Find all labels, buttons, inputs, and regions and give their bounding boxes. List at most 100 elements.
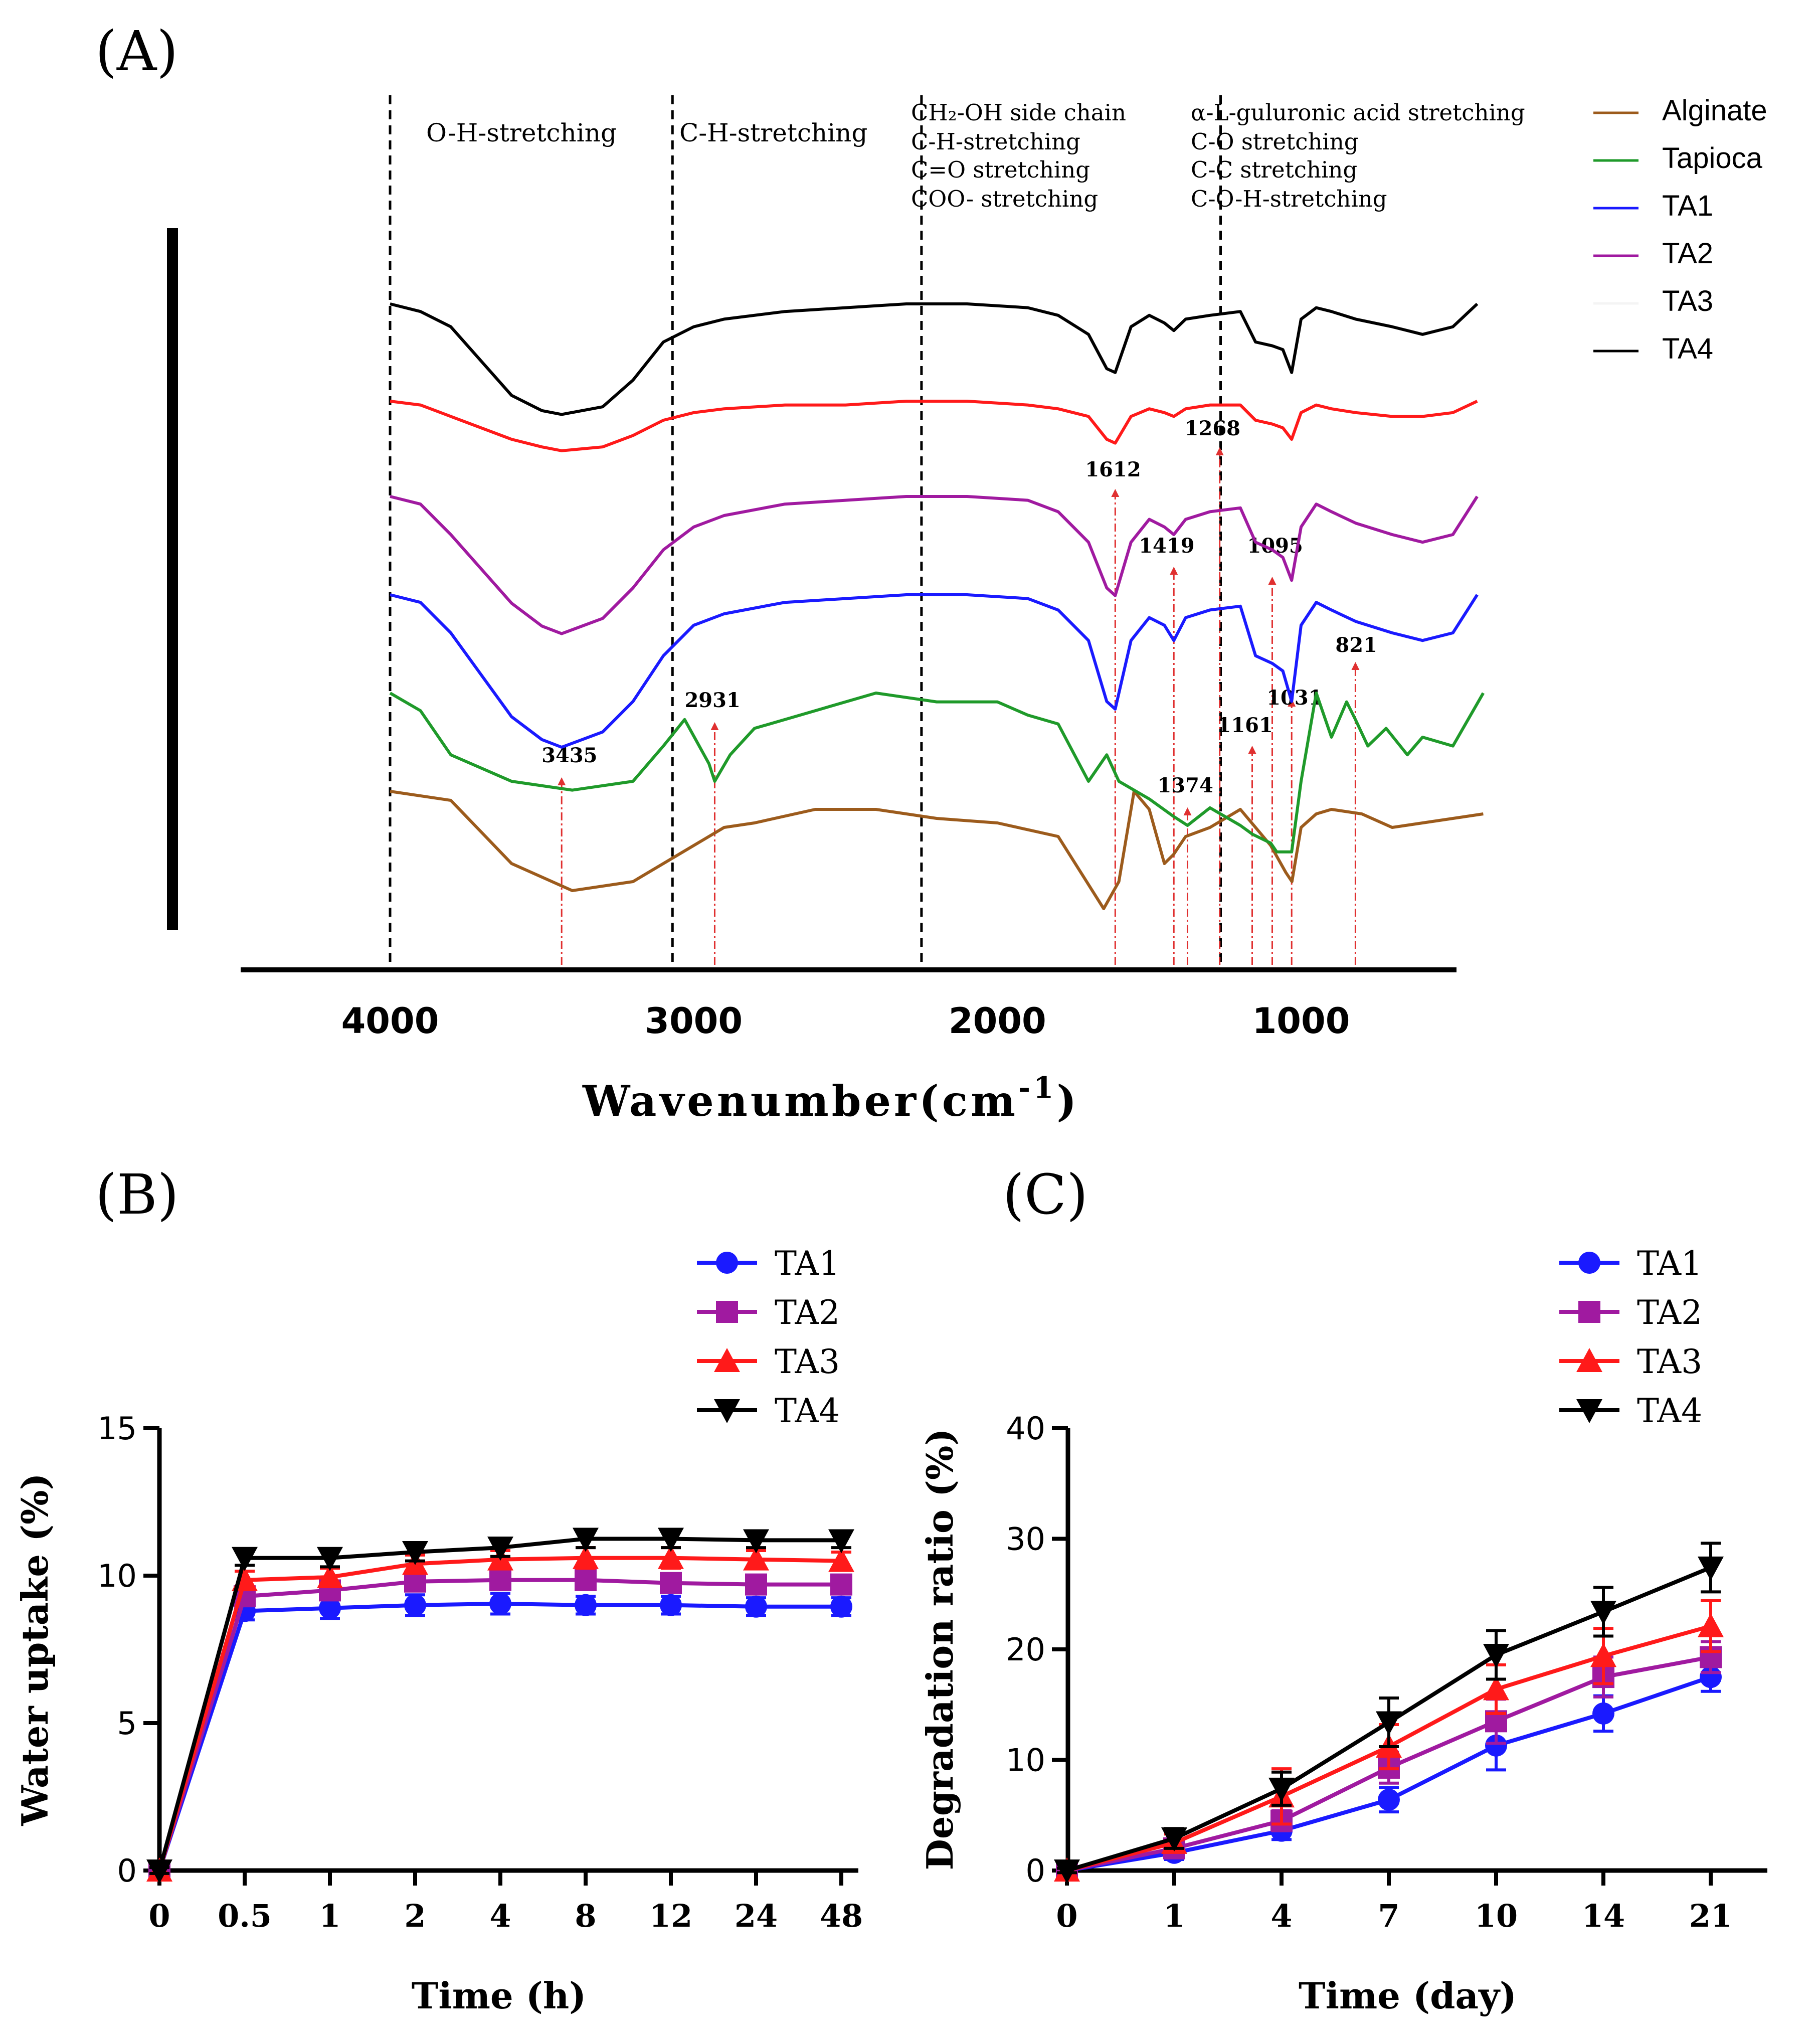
panel-c-y-tick-label-10: 10 (1006, 1742, 1045, 1779)
panel-c-x-tick-label-10: 10 (1475, 1898, 1518, 1934)
region-mid-line-1: CH₂-OH side chain (911, 99, 1126, 126)
legend-label-ta4: TA4 (1662, 332, 1713, 365)
panel-b-legend-label-ta4: TA4 (775, 1392, 840, 1430)
panel-c-point-ta1-5 (1592, 1702, 1614, 1725)
x-label-main: Wavenumber(cm (582, 1076, 1018, 1126)
panel-b-y-tick-label-5: 5 (117, 1705, 137, 1742)
panel-b-legend: TA1 TA2 TA3 TA4 (697, 1244, 840, 1430)
panel-c-series-ta4 (1054, 1542, 1724, 1884)
peak-label-821: 821 (1335, 633, 1377, 657)
panel-c-legend-marker-ta2 (1578, 1301, 1600, 1323)
panel-c-point-ta3-4 (1483, 1676, 1509, 1701)
panel-c-point-ta1-3 (1378, 1788, 1400, 1811)
panel-b-y-tick-label-10: 10 (97, 1558, 137, 1594)
region-oh-label: O-H-stretching (426, 118, 617, 147)
panel-c-legend-label-ta4: TA4 (1637, 1392, 1702, 1430)
panel-b-series-ta4 (146, 1528, 854, 1884)
panel-c-point-ta4-3 (1376, 1711, 1402, 1736)
region-mid-line-3: C=O stretching (911, 156, 1090, 183)
panel-b-y-label: Water uptake (%) (14, 1473, 56, 1826)
region-ch-label: C-H-stretching (679, 118, 867, 147)
panel-b-line-ta1 (157, 1601, 841, 1872)
panel-b-series-ta1 (148, 1592, 852, 1882)
panel-b-y-tick-label-15: 15 (97, 1410, 137, 1447)
panel-c-legend-label-ta2: TA2 (1637, 1293, 1702, 1332)
panel-a-x-ticks: 4000 3000 2000 1000 (341, 1000, 1350, 1042)
panel-b-x-tick-label-12: 12 (649, 1898, 692, 1934)
panel-b-point-ta3-6 (658, 1545, 684, 1569)
panel-b-point-ta1-7 (745, 1595, 767, 1618)
panel-c-x-tick-label-21: 21 (1689, 1898, 1732, 1934)
peak-arrowhead-3435 (558, 777, 566, 785)
panel-c-point-ta3-6 (1698, 1613, 1724, 1637)
panel-b-point-ta4-6 (658, 1528, 684, 1552)
panel-b-x-tick-label-0: 0 (148, 1898, 170, 1934)
panel-b-point-ta1-4 (489, 1592, 511, 1615)
panel-b-point-ta1-3 (404, 1594, 426, 1616)
peak-label-3435: 3435 (541, 744, 597, 767)
panel-c-y-tick-label-0: 0 (1026, 1852, 1045, 1889)
peak-arrowhead-1095 (1268, 577, 1277, 585)
panel-b-x-tick-label-4: 4 (489, 1898, 511, 1934)
panel-c-x-tick-label-7: 7 (1378, 1898, 1399, 1934)
panel-c-label: (C) (1003, 1162, 1088, 1227)
panel-b-x-tick-label-2: 2 (404, 1898, 426, 1934)
region-low-line-1: α-L-guluronic acid stretching (1191, 99, 1525, 126)
panel-b-x-tick-label-8: 8 (575, 1898, 596, 1934)
panel-b-x-label: Time (h) (412, 1974, 586, 2017)
panel-b-legend-label-ta2: TA2 (775, 1293, 840, 1332)
x-label-superscript: -1 (1018, 1071, 1056, 1105)
panel-b-x-tick-label-1: 1 (319, 1898, 340, 1934)
panel-b-x-tick-label-0.5: 0.5 (218, 1898, 272, 1934)
legend-label-tapioca: Tapioca (1662, 142, 1763, 175)
peak-arrowhead-1419 (1170, 567, 1178, 575)
region-low-line-2: C-O stretching (1191, 128, 1359, 155)
peak-label-1612: 1612 (1085, 458, 1141, 481)
panel-c-y-label: Degradation ratio (%) (919, 1428, 961, 1870)
x-label-close: ) (1056, 1076, 1079, 1126)
panel-b-point-ta4-7 (743, 1529, 769, 1554)
x-tick-label-4000: 4000 (341, 1000, 439, 1042)
panel-a: (A) O-H-stretching C-H-stretching CH₂-OH… (95, 19, 1767, 1126)
legend-label-ta3: TA3 (1662, 285, 1713, 317)
panel-c-point-ta4-6 (1698, 1556, 1724, 1581)
panel-c-legend-marker-ta3 (1576, 1348, 1602, 1372)
panel-b-legend-marker-ta3 (714, 1348, 740, 1372)
panel-b-point-ta4-4 (487, 1537, 513, 1561)
x-tick-label-1000: 1000 (1252, 1000, 1350, 1042)
panel-b-point-ta2-5 (575, 1569, 597, 1591)
panel-c-point-ta1-4 (1485, 1734, 1507, 1757)
panel-b-point-ta2-7 (745, 1573, 767, 1596)
x-tick-label-2000: 2000 (949, 1000, 1046, 1042)
spectrum-ta4 (390, 302, 1479, 416)
region-low-line-3: C-C stretching (1191, 156, 1357, 183)
peak-label-1374: 1374 (1157, 774, 1213, 797)
panel-b-point-ta1-8 (830, 1595, 852, 1618)
spectrum-tapioca (389, 692, 1485, 854)
spectrum-ta1 (390, 593, 1479, 749)
panel-b-x-tick-label-24: 24 (735, 1898, 778, 1934)
peak-label-1268: 1268 (1185, 417, 1240, 440)
region-dividers (389, 95, 1222, 965)
legend-label-ta2: TA2 (1662, 237, 1713, 270)
panel-c-point-ta4-2 (1268, 1777, 1295, 1802)
peak-label-1419: 1419 (1139, 534, 1194, 558)
panel-b-legend-marker-ta2 (716, 1301, 738, 1323)
panel-c-x-tick-label-14: 14 (1582, 1898, 1625, 1934)
panel-c-y-tick-label-20: 20 (1006, 1631, 1045, 1668)
panel-c-x-tick-label-1: 1 (1163, 1898, 1185, 1934)
panel-b-point-ta3-8 (828, 1548, 854, 1572)
panel-b-point-ta3-5 (573, 1545, 599, 1569)
peak-arrowhead-1161 (1248, 746, 1256, 754)
peak-arrowhead-1374 (1183, 807, 1192, 815)
panel-b-label: (B) (95, 1162, 179, 1227)
panel-b-point-ta1-5 (575, 1594, 597, 1616)
legend-label-ta1: TA1 (1662, 190, 1713, 222)
panel-a-label: (A) (95, 19, 178, 83)
panel-b-legend-label-ta1: TA1 (775, 1244, 840, 1283)
left-bar (167, 228, 178, 930)
